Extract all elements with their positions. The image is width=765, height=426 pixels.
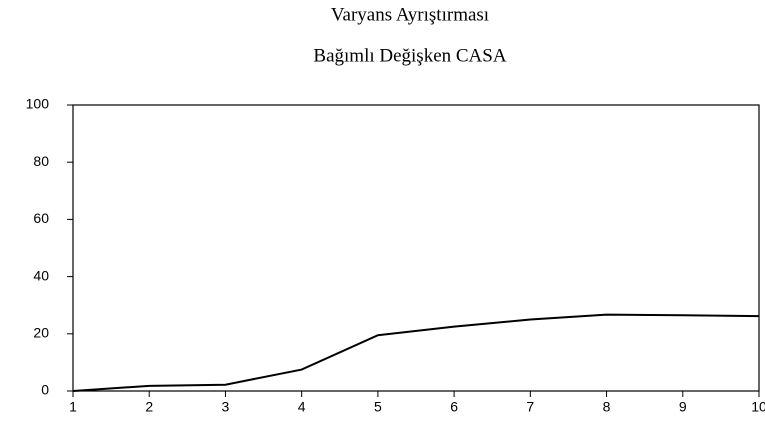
x-tick-label: 4 (298, 399, 306, 415)
x-tick-label: 10 (751, 399, 765, 415)
x-tick-label: 1 (69, 399, 77, 415)
x-tick-label: 8 (603, 399, 611, 415)
y-tick-label: 0 (41, 382, 49, 398)
y-tick-label: 60 (33, 210, 49, 226)
y-tick-label: 80 (33, 153, 49, 169)
x-tick-label: 7 (526, 399, 534, 415)
x-tick-label: 5 (374, 399, 382, 415)
x-tick-label: 3 (222, 399, 230, 415)
data-line (72, 313, 760, 392)
x-tick-label: 2 (145, 399, 153, 415)
x-tick-label: 6 (450, 399, 458, 415)
y-tick-label: 100 (26, 96, 50, 112)
y-tick-label: 20 (33, 325, 49, 341)
plot-frame (72, 104, 760, 392)
x-tick-label: 9 (679, 399, 687, 415)
chart-title: Varyans Ayrıştırması (331, 4, 489, 25)
y-tick-label: 40 (33, 267, 49, 283)
chart-subtitle: Bağımlı Değişken CASA (313, 45, 506, 66)
